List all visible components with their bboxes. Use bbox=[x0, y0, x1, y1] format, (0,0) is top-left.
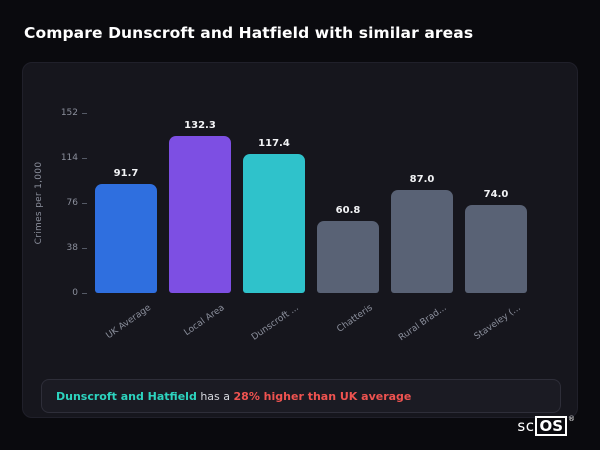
bar-column: 74.0 Staveley (... bbox=[465, 113, 527, 342]
summary-note: Dunscroft and Hatfield has a 28% higher … bbox=[41, 379, 561, 413]
y-tick-mark bbox=[82, 157, 87, 159]
bar-column: 117.4 Dunscroft ... bbox=[243, 113, 305, 343]
bar[interactable]: 91.7 bbox=[95, 168, 157, 293]
y-tick-38: 38 bbox=[54, 243, 87, 253]
x-axis-label: UK Average bbox=[104, 303, 153, 342]
summary-area-name: Dunscroft and Hatfield bbox=[56, 389, 197, 403]
bar-column: 87.0 Rural Brad... bbox=[391, 113, 453, 343]
bar[interactable]: 74.0 bbox=[465, 189, 527, 293]
bar-value-label: 87.0 bbox=[409, 173, 435, 185]
y-tick-mark bbox=[82, 292, 87, 294]
y-tick-label: 0 bbox=[72, 288, 78, 298]
y-tick-label: 114 bbox=[60, 153, 78, 163]
x-axis-label: Staveley (... bbox=[472, 303, 523, 343]
y-tick-label: 76 bbox=[66, 198, 78, 208]
bar-column: 132.3 Local Area bbox=[169, 113, 231, 338]
logo-boxed-text: OS bbox=[535, 416, 567, 436]
y-tick-0: 0 bbox=[54, 288, 87, 298]
y-tick-76: 76 bbox=[54, 198, 87, 208]
bar-value-label: 91.7 bbox=[113, 168, 139, 180]
summary-stat-text: 28% higher than UK average bbox=[233, 389, 412, 403]
scos-logo: sc OS ® bbox=[517, 415, 575, 436]
x-axis-label: Rural Brad... bbox=[397, 303, 449, 344]
bar-column: 91.7 UK Average bbox=[95, 113, 157, 341]
bar-value-label: 74.0 bbox=[483, 189, 509, 201]
bar-column: 60.8 Chatteris bbox=[317, 113, 379, 335]
bar-value-label: 117.4 bbox=[258, 137, 290, 149]
y-tick-label: 152 bbox=[60, 108, 78, 118]
y-tick-mark bbox=[82, 112, 87, 114]
plot-area: 0 38 76 114 152 91.7 UK Average 132.3 Local Area… bbox=[61, 108, 531, 343]
registered-mark-icon: ® bbox=[568, 415, 575, 423]
y-tick-mark bbox=[82, 247, 87, 249]
y-tick-label: 38 bbox=[66, 243, 78, 253]
y-axis-title: Crimes per 1,000 bbox=[34, 161, 44, 245]
bar-value-label: 60.8 bbox=[335, 205, 361, 216]
y-tick-mark bbox=[82, 202, 87, 204]
x-axis-label: Dunscroft ... bbox=[249, 303, 301, 343]
bar[interactable]: 117.4 bbox=[243, 138, 305, 293]
bar[interactable]: 132.3 bbox=[169, 120, 231, 293]
y-tick-152: 152 bbox=[54, 108, 87, 118]
bar[interactable]: 87.0 bbox=[391, 174, 453, 293]
logo-prefix-text: sc bbox=[517, 417, 535, 435]
x-axis-label: Local Area bbox=[182, 303, 227, 339]
page-title: Compare Dunscroft and Hatfield with simi… bbox=[24, 24, 474, 42]
summary-middle-text: has a bbox=[196, 389, 234, 403]
chart-card: Crimes per 1,000 0 38 76 114 152 91.7 UK Avera… bbox=[22, 62, 578, 418]
bar[interactable]: 60.8 bbox=[317, 205, 379, 293]
bar-value-label: 132.3 bbox=[184, 120, 216, 132]
y-tick-114: 114 bbox=[54, 153, 87, 163]
x-axis-label: Chatteris bbox=[335, 303, 375, 335]
